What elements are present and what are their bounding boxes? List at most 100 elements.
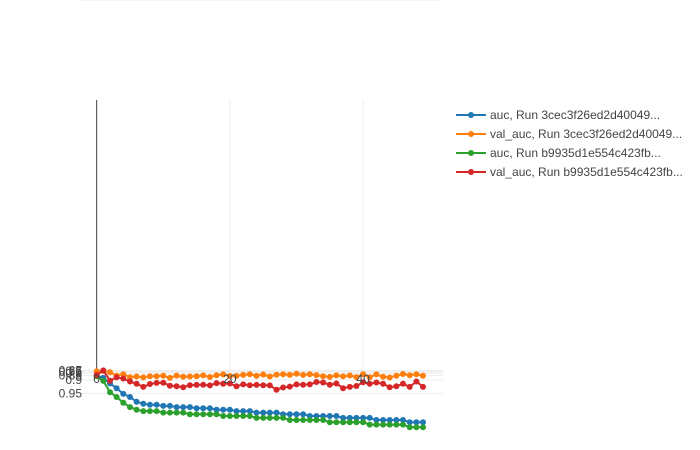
data-point: [107, 377, 113, 384]
data-point: [340, 419, 347, 426]
data-point: [326, 373, 333, 380]
data-point: [93, 372, 100, 378]
data-point: [406, 372, 413, 379]
data-point: [213, 406, 220, 413]
data-point: [353, 419, 360, 426]
data-point: [386, 421, 393, 428]
data-point: [186, 382, 193, 389]
data-point: [180, 384, 187, 391]
data-point: [266, 414, 273, 421]
data-point: [246, 413, 253, 419]
legend-swatch-marker: [468, 131, 474, 137]
data-point: [293, 417, 300, 423]
data-point: [260, 414, 267, 421]
data-point: [380, 421, 387, 428]
data-point: [127, 378, 133, 385]
legend-swatch-marker: [468, 112, 474, 118]
data-point: [380, 373, 387, 380]
data-point: [146, 401, 153, 408]
data-point: [286, 417, 293, 423]
data-point: [120, 375, 127, 382]
y-axis-tick-labels: 0.650.70.750.80.850.90.95 1: [59, 0, 83, 400]
data-point: [313, 417, 320, 423]
data-point: [246, 382, 253, 389]
data-point: [253, 409, 260, 416]
data-point: [173, 409, 180, 416]
data-point: [246, 408, 253, 415]
data-point: [260, 409, 267, 416]
data-point: [240, 371, 247, 378]
legend-label: val_auc, Run 3cec3f26ed2d40049...: [490, 127, 682, 141]
legend[interactable]: auc, Run 3cec3f26ed2d40049... val_auc, Ru…: [456, 108, 683, 179]
data-point: [333, 372, 340, 379]
data-point: [340, 385, 347, 392]
data-point: [107, 369, 113, 376]
legend-item-2[interactable]: val_auc, Run 3cec3f26ed2d40049...: [456, 127, 682, 141]
data-point: [313, 372, 320, 379]
data-point: [273, 386, 280, 393]
data-point: [133, 398, 140, 405]
data-point: [400, 371, 406, 377]
legend-item-1[interactable]: auc, Run 3cec3f26ed2d40049...: [456, 108, 660, 122]
data-point: [320, 417, 327, 423]
data-point: [146, 373, 153, 380]
data-point: [240, 413, 247, 419]
data-point: [306, 381, 313, 388]
data-point: [120, 371, 127, 378]
data-point: [240, 381, 247, 388]
data-point: [333, 380, 340, 387]
data-point: [213, 380, 220, 387]
plot-series: [93, 367, 426, 431]
data-point: [206, 374, 213, 380]
data-point: [186, 411, 193, 418]
data-point: [260, 382, 267, 389]
data-point: [286, 411, 293, 418]
data-point: [253, 372, 260, 379]
data-point: [146, 408, 153, 415]
data-point: [346, 383, 353, 390]
data-point: [226, 413, 233, 419]
y-tick-label: 0.8: [65, 366, 82, 380]
data-point: [160, 379, 167, 386]
data-point: [166, 382, 173, 389]
data-point: [420, 419, 426, 426]
data-point: [253, 414, 260, 421]
data-point: [193, 373, 200, 380]
data-point: [300, 417, 307, 423]
data-point: [366, 421, 373, 428]
data-point: [266, 382, 273, 389]
data-point: [107, 389, 113, 396]
y-tick-label: 0.7: [65, 364, 82, 378]
data-point: [213, 372, 220, 379]
data-point: [293, 370, 300, 377]
data-point: [113, 394, 120, 400]
data-point: [406, 424, 413, 431]
data-point: [260, 371, 267, 378]
data-point: [320, 373, 327, 380]
data-point: [400, 417, 406, 423]
x-tick-label: 40: [356, 372, 370, 386]
legend-item-3[interactable]: auc, Run b9935d1e554c423fb...: [456, 146, 661, 160]
data-point: [200, 405, 207, 412]
series-4: [93, 367, 426, 393]
data-point: [420, 372, 426, 379]
data-point: [360, 419, 367, 426]
data-point: [120, 399, 127, 406]
data-point: [206, 411, 213, 418]
data-point: [353, 374, 360, 381]
data-point: [220, 371, 227, 378]
data-point: [300, 371, 307, 378]
legend-item-4[interactable]: val_auc, Run b9935d1e554c423fb...: [456, 165, 683, 179]
data-point: [400, 421, 406, 428]
data-point: [153, 408, 160, 415]
data-point: [160, 409, 167, 416]
data-point: [240, 408, 247, 415]
legend-swatch-marker: [468, 169, 474, 175]
data-point: [220, 380, 227, 387]
data-point: [226, 373, 233, 379]
data-point: [326, 419, 333, 426]
data-point: [200, 381, 207, 388]
data-point: [413, 424, 420, 431]
data-point: [286, 371, 293, 378]
